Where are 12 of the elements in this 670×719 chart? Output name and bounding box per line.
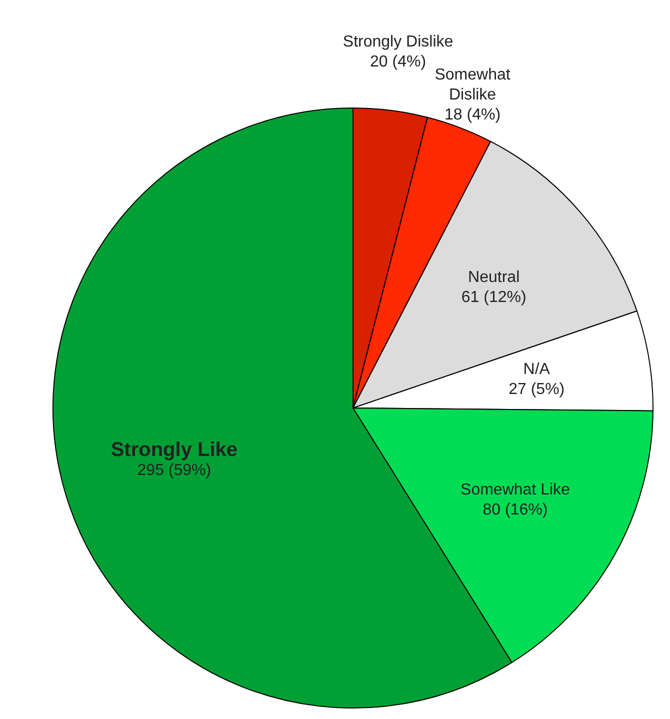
slice-label: Strongly Like [110, 439, 238, 462]
data-label: 80 (16%) [482, 502, 548, 519]
data-label: 20 (4%) [370, 53, 426, 70]
data-label: 61 (12%) [461, 289, 526, 306]
data-label: 295 (59%) [137, 462, 212, 479]
data-label: 27 (5%) [508, 380, 565, 398]
data-label: 18 (4%) [444, 106, 501, 124]
slice-label: Somewhat Like [460, 482, 570, 499]
slice-label: Strongly Dislike [342, 33, 454, 50]
slice-label: Somewhat Dislike [434, 66, 511, 104]
slice-label: Neutral [468, 269, 520, 286]
slice-label: N/A [523, 360, 550, 378]
